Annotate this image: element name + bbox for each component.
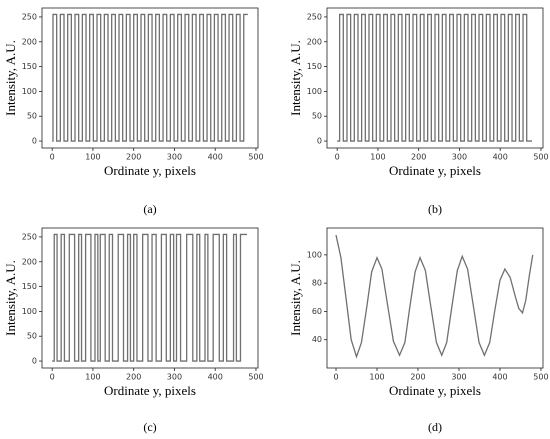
x-axis-label: Ordinate y, pixels (389, 383, 481, 398)
caption: (d) (428, 420, 442, 434)
x-tick-label: 200 (411, 153, 426, 162)
y-axis-label: Intensity, A.U. (3, 40, 18, 116)
x-tick-label: 200 (126, 373, 141, 382)
x-tick-label: 400 (492, 373, 507, 382)
plot-frame (326, 227, 544, 369)
y-axis-label: Intensity, A.U. (3, 260, 18, 336)
y-tick-label: 50 (27, 332, 37, 341)
x-axis-label: Ordinate y, pixels (104, 383, 196, 398)
x-tick-label: 100 (85, 153, 100, 162)
y-tick-label: 200 (22, 37, 37, 46)
y-tick-label: 150 (22, 62, 37, 71)
caption: (b) (428, 202, 442, 216)
caption: (a) (143, 202, 156, 216)
data-line (337, 13, 532, 142)
y-tick-label: 150 (307, 62, 322, 71)
data-line (335, 234, 534, 359)
y-tick-label: 0 (32, 137, 37, 146)
y-tick-label: 250 (22, 12, 37, 21)
x-tick-label: 500 (248, 153, 263, 162)
y-tick-label: 150 (22, 282, 37, 291)
y-tick-label: 250 (22, 232, 37, 241)
x-axis-label: Ordinate y, pixels (389, 163, 481, 178)
x-tick-label: 0 (335, 153, 340, 162)
x-tick-label: 200 (410, 373, 425, 382)
y-tick-label: 50 (27, 112, 37, 121)
x-tick-label: 300 (167, 373, 182, 382)
data-line (52, 13, 248, 142)
y-tick-label: 200 (22, 257, 37, 266)
y-tick-label: 100 (22, 87, 37, 96)
y-tick-label: 200 (307, 37, 322, 46)
x-tick-label: 200 (126, 153, 141, 162)
x-tick-label: 400 (208, 153, 223, 162)
x-tick-label: 300 (451, 373, 466, 382)
y-tick-label: 0 (317, 137, 322, 146)
x-tick-label: 500 (533, 153, 548, 162)
y-tick-label: 100 (307, 87, 322, 96)
y-tick-label: 100 (22, 307, 37, 316)
x-tick-label: 400 (493, 153, 508, 162)
y-tick-label: 60 (312, 307, 322, 316)
plot-frame (326, 7, 544, 149)
y-tick-label: 40 (312, 335, 322, 344)
plot-frame (41, 7, 259, 149)
x-tick-label: 500 (533, 373, 548, 382)
y-tick-label: 100 (307, 250, 322, 259)
plot-frame (41, 227, 259, 369)
x-tick-label: 100 (85, 373, 100, 382)
data-line (52, 233, 247, 362)
x-axis-label: Ordinate y, pixels (104, 163, 196, 178)
y-tick-label: 0 (32, 357, 37, 366)
caption: (c) (143, 420, 156, 434)
y-tick-label: 80 (312, 279, 322, 288)
y-axis-label: Intensity, A.U. (288, 40, 303, 116)
x-tick-label: 100 (370, 153, 385, 162)
x-tick-label: 0 (50, 373, 55, 382)
x-tick-label: 300 (167, 153, 182, 162)
x-tick-label: 0 (333, 373, 338, 382)
x-tick-label: 100 (369, 373, 384, 382)
y-tick-label: 50 (312, 112, 322, 121)
y-axis-label: Intensity, A.U. (288, 260, 303, 336)
x-tick-label: 300 (452, 153, 467, 162)
x-tick-label: 0 (50, 153, 55, 162)
y-tick-label: 250 (307, 12, 322, 21)
x-tick-label: 400 (208, 373, 223, 382)
x-tick-label: 500 (248, 373, 263, 382)
